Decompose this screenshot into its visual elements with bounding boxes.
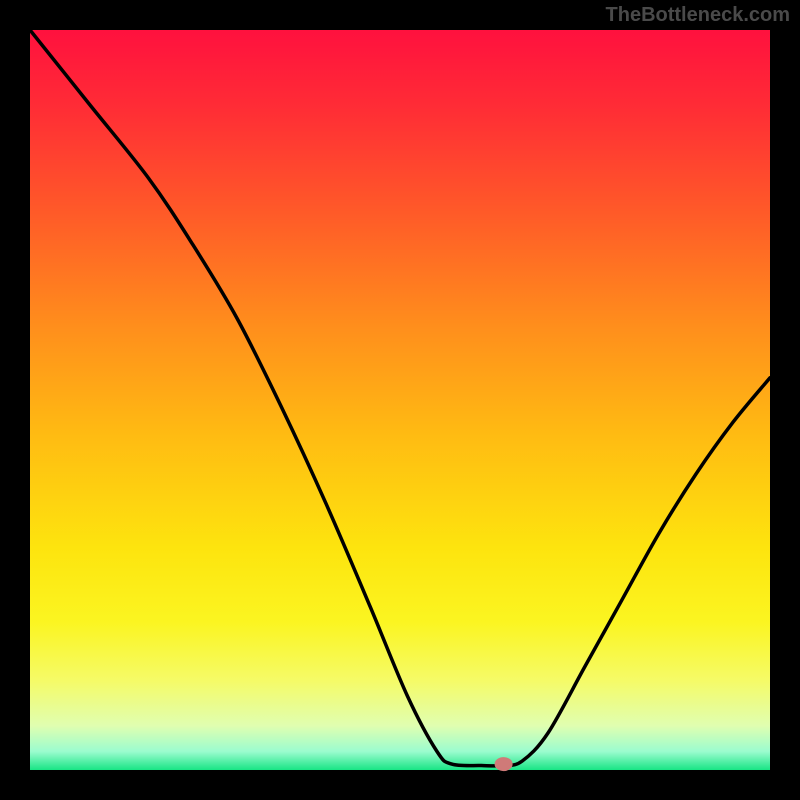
optimal-point-marker [495,757,513,771]
watermark-text: TheBottleneck.com [606,4,790,27]
plot-background [30,30,770,770]
chart-container: TheBottleneck.com [0,0,800,800]
bottleneck-chart [0,0,800,800]
